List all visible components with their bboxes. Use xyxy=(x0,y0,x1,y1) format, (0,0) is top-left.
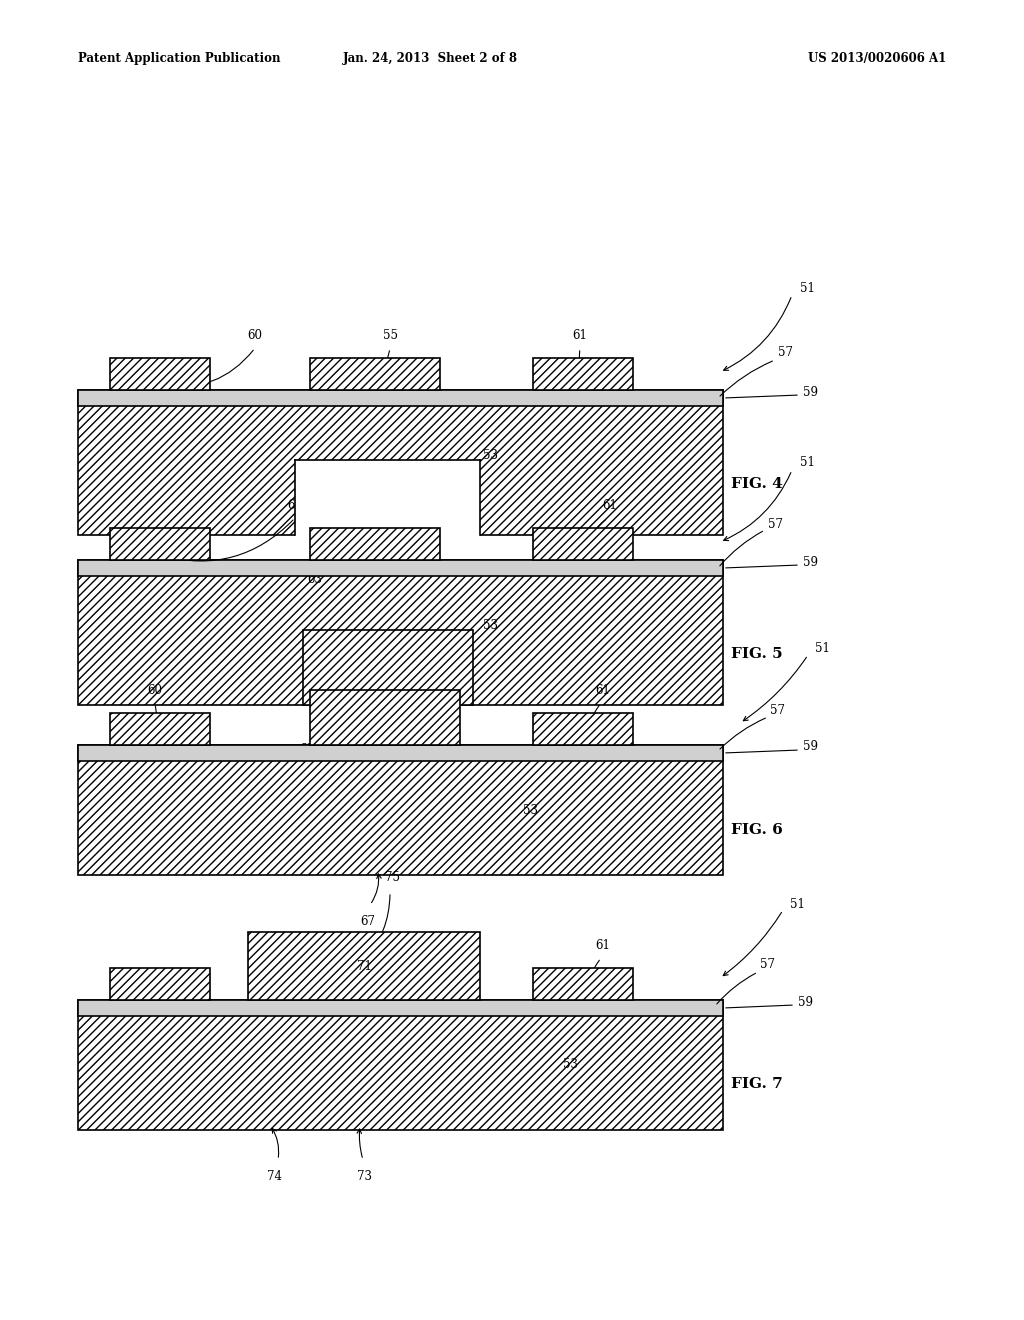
Bar xyxy=(310,690,460,744)
Bar xyxy=(534,713,633,744)
Text: 57: 57 xyxy=(760,958,775,972)
Text: 59: 59 xyxy=(798,995,813,1008)
Text: 53: 53 xyxy=(482,619,498,632)
Text: 65: 65 xyxy=(429,743,444,756)
Bar xyxy=(78,1001,723,1016)
Text: 57: 57 xyxy=(770,704,785,717)
Text: 59: 59 xyxy=(803,741,818,754)
Text: FIG. 7: FIG. 7 xyxy=(731,1077,782,1092)
Bar xyxy=(534,358,633,389)
Text: 51: 51 xyxy=(800,281,815,294)
Text: FIG. 4: FIG. 4 xyxy=(731,478,782,491)
Text: 60: 60 xyxy=(248,329,262,342)
Bar xyxy=(310,528,440,560)
Bar xyxy=(110,358,210,389)
Text: 63: 63 xyxy=(307,573,323,586)
Bar xyxy=(110,713,210,744)
Text: 71: 71 xyxy=(356,960,372,973)
Bar xyxy=(534,968,633,1001)
Bar xyxy=(303,630,473,705)
Bar xyxy=(310,358,440,389)
Text: Patent Application Publication: Patent Application Publication xyxy=(78,51,281,65)
Bar xyxy=(248,932,480,1001)
Text: FIG. 6: FIG. 6 xyxy=(731,822,782,837)
Text: 60: 60 xyxy=(288,499,302,512)
Text: 53: 53 xyxy=(562,1059,578,1072)
Text: 67: 67 xyxy=(360,915,376,928)
Text: 74: 74 xyxy=(267,1170,283,1183)
Text: 75: 75 xyxy=(384,871,399,884)
Bar xyxy=(78,389,723,535)
Text: 53: 53 xyxy=(522,804,538,817)
Text: 57: 57 xyxy=(778,346,793,359)
Text: 57: 57 xyxy=(768,517,783,531)
Text: 51: 51 xyxy=(800,457,815,470)
Bar xyxy=(534,528,633,560)
Text: 61: 61 xyxy=(596,939,610,952)
Text: 53: 53 xyxy=(482,449,498,462)
Text: 51: 51 xyxy=(815,643,829,656)
Bar xyxy=(78,744,723,762)
Text: US 2013/0020606 A1: US 2013/0020606 A1 xyxy=(808,51,946,65)
Text: 61: 61 xyxy=(602,499,617,512)
Bar xyxy=(110,968,210,1001)
Text: 55: 55 xyxy=(360,499,376,512)
Text: FIG. 5: FIG. 5 xyxy=(731,647,782,661)
Text: 69: 69 xyxy=(371,631,385,644)
Text: 59: 59 xyxy=(803,385,818,399)
Bar xyxy=(295,459,480,537)
Bar xyxy=(78,744,723,875)
Text: 60: 60 xyxy=(147,684,163,697)
Text: 63: 63 xyxy=(299,743,314,756)
Text: 51: 51 xyxy=(790,898,805,911)
Bar xyxy=(78,560,723,576)
Text: 59: 59 xyxy=(803,556,818,569)
Text: 55: 55 xyxy=(383,329,397,342)
Bar xyxy=(110,528,210,560)
Bar xyxy=(78,560,723,705)
Bar xyxy=(78,1001,723,1130)
Text: Jan. 24, 2013  Sheet 2 of 8: Jan. 24, 2013 Sheet 2 of 8 xyxy=(342,51,517,65)
Text: 73: 73 xyxy=(357,1170,373,1183)
Bar xyxy=(78,389,723,407)
Text: 61: 61 xyxy=(596,684,610,697)
Text: 61: 61 xyxy=(572,329,588,342)
